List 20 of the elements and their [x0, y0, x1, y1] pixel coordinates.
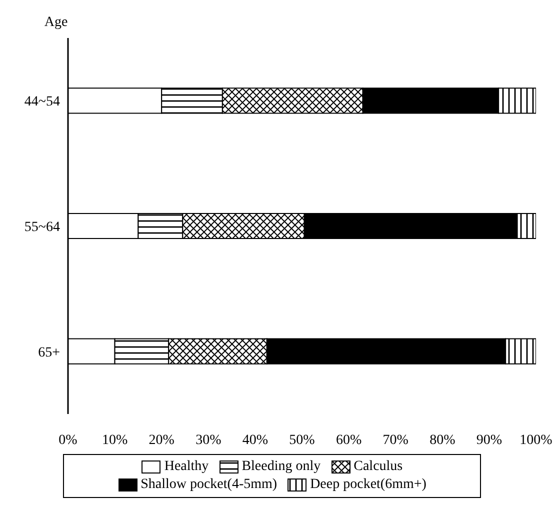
x-tick-label: 0%: [58, 432, 78, 448]
x-tick-label: 100%: [520, 432, 553, 448]
y-tick-label: 44~54: [24, 94, 60, 110]
x-tick-label: 20%: [148, 432, 175, 448]
legend-label: Shallow pocket(4-5mm): [140, 477, 278, 493]
x-tick-label: 90%: [476, 432, 502, 448]
x-tick-label: 60%: [336, 432, 362, 448]
x-tick-label: 50%: [289, 432, 316, 448]
y-axis-title: Age: [44, 15, 68, 30]
x-tick-label: 40%: [242, 432, 268, 448]
x-tick-label: 30%: [196, 432, 222, 448]
x-tick-label: 10%: [102, 432, 128, 448]
legend-label: Bleeding only: [242, 459, 321, 475]
legend-label: Deep pocket(6mm+): [310, 477, 426, 493]
y-tick-label: 65+: [38, 345, 60, 360]
y-tick-label: 55~64: [24, 220, 60, 235]
legend-label: Calculus: [354, 459, 403, 475]
legend-label: Healthy: [164, 459, 209, 475]
x-tick-label: 80%: [430, 432, 456, 448]
x-tick-label: 70%: [382, 432, 409, 448]
